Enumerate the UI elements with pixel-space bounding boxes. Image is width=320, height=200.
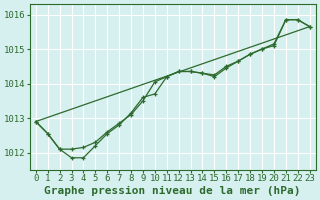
X-axis label: Graphe pression niveau de la mer (hPa): Graphe pression niveau de la mer (hPa) xyxy=(44,186,301,196)
